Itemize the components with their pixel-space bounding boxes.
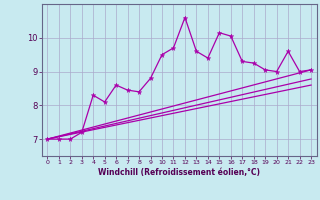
X-axis label: Windchill (Refroidissement éolien,°C): Windchill (Refroidissement éolien,°C) [98, 168, 260, 177]
